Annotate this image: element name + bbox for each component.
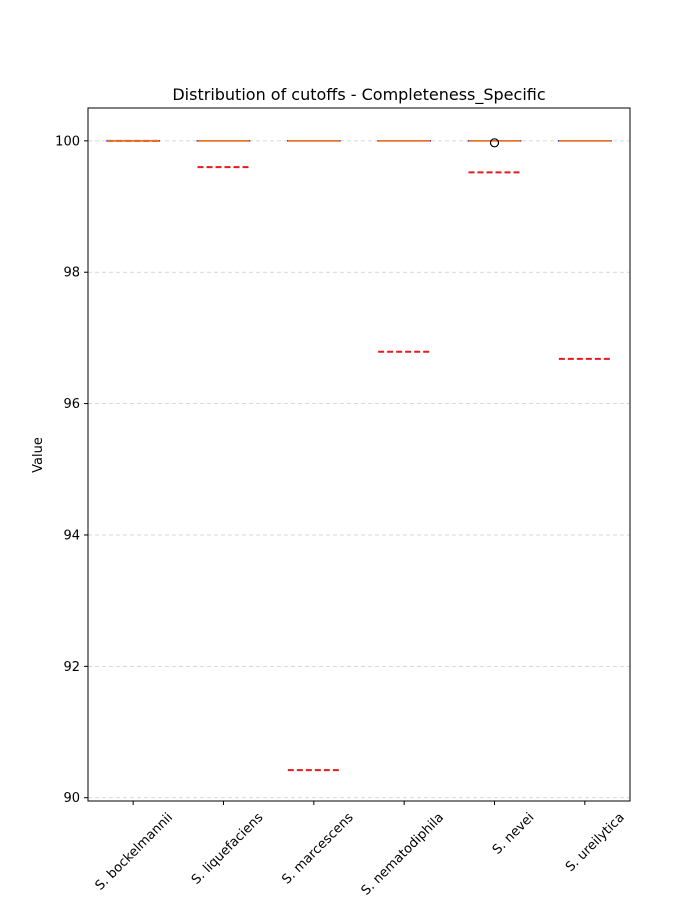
cutoff-lines [107,139,611,772]
x-tick-label-s-nevei: S. nevei [490,810,537,857]
y-tick-label-92: 92 [63,660,80,675]
x-tick-label-s-marcescens: S. marcescens [279,810,356,887]
outlier-s-nevei-0 [489,138,500,148]
x-tick-label-s-ureilytica: S. ureilytica [563,810,628,875]
y-axis-label: Value [31,437,46,473]
y-tick-label-96: 96 [63,397,80,412]
boxes [106,138,612,148]
plot-frame [87,107,631,802]
y-tick-label-100: 100 [55,134,80,149]
chart-title: Distribution of cutoffs - Completeness_S… [172,85,545,105]
y-tick-label-94: 94 [63,528,80,543]
x-tick-label-s-bockelmannii: S. bockelmannii [93,810,176,893]
y-tick-label-90: 90 [63,791,80,806]
y-tick-label-98: 98 [63,266,80,281]
x-tick-label-s-nematodiphila: S. nematodiphila [359,810,447,898]
x-tick-label-s-liquefaciens: S. liquefaciens [189,810,267,888]
grid-lines [88,140,630,799]
axes: 90 92 94 96 98 100 S. bockelmannii S. liquefaci… [55,107,631,899]
